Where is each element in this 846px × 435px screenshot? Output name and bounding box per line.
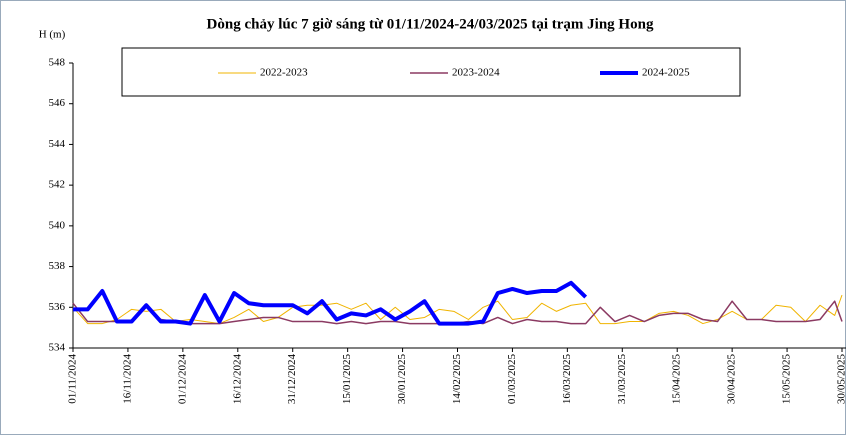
x-tick-label: 01/03/2025: [506, 354, 518, 405]
x-tick-label: 30/05/2025: [836, 354, 846, 405]
x-tick-label: 16/03/2025: [561, 354, 573, 405]
x-tick-label: 14/02/2025: [451, 354, 463, 405]
series-line: [73, 280, 588, 326]
legend-label: 2022-2023: [260, 67, 308, 79]
x-tick-label: 16/11/2024: [121, 354, 133, 404]
y-tick-label: 542: [49, 179, 66, 191]
y-axis-label: H (m): [39, 29, 66, 41]
x-tick-label: 15/05/2025: [781, 354, 793, 405]
x-tick-label: 01/12/2024: [176, 354, 188, 405]
y-tick-label: 546: [49, 97, 66, 109]
y-tick-label: 540: [49, 219, 66, 231]
x-tick-label: 15/04/2025: [671, 354, 683, 405]
x-tick-label: 30/01/2025: [396, 354, 408, 405]
x-tick-label: 31/03/2025: [616, 354, 628, 405]
y-tick-label: 534: [49, 342, 66, 354]
x-tick-label: 16/12/2024: [231, 354, 243, 405]
x-tick-label: 15/01/2025: [341, 354, 353, 405]
x-tick-label: 30/04/2025: [726, 354, 738, 405]
y-tick-label: 538: [49, 260, 66, 272]
chart-title: Dòng chảy lúc 7 giờ sáng từ 01/11/2024-2…: [207, 16, 654, 32]
y-tick-label: 548: [49, 57, 66, 69]
x-tick-label: 01/11/2024: [67, 354, 79, 404]
legend-label: 2024-2025: [642, 67, 690, 79]
y-tick-label: 544: [49, 138, 66, 150]
legend-label: 2023-2024: [452, 67, 500, 79]
x-tick-label: 31/12/2024: [286, 354, 298, 405]
y-tick-label: 536: [49, 301, 66, 313]
